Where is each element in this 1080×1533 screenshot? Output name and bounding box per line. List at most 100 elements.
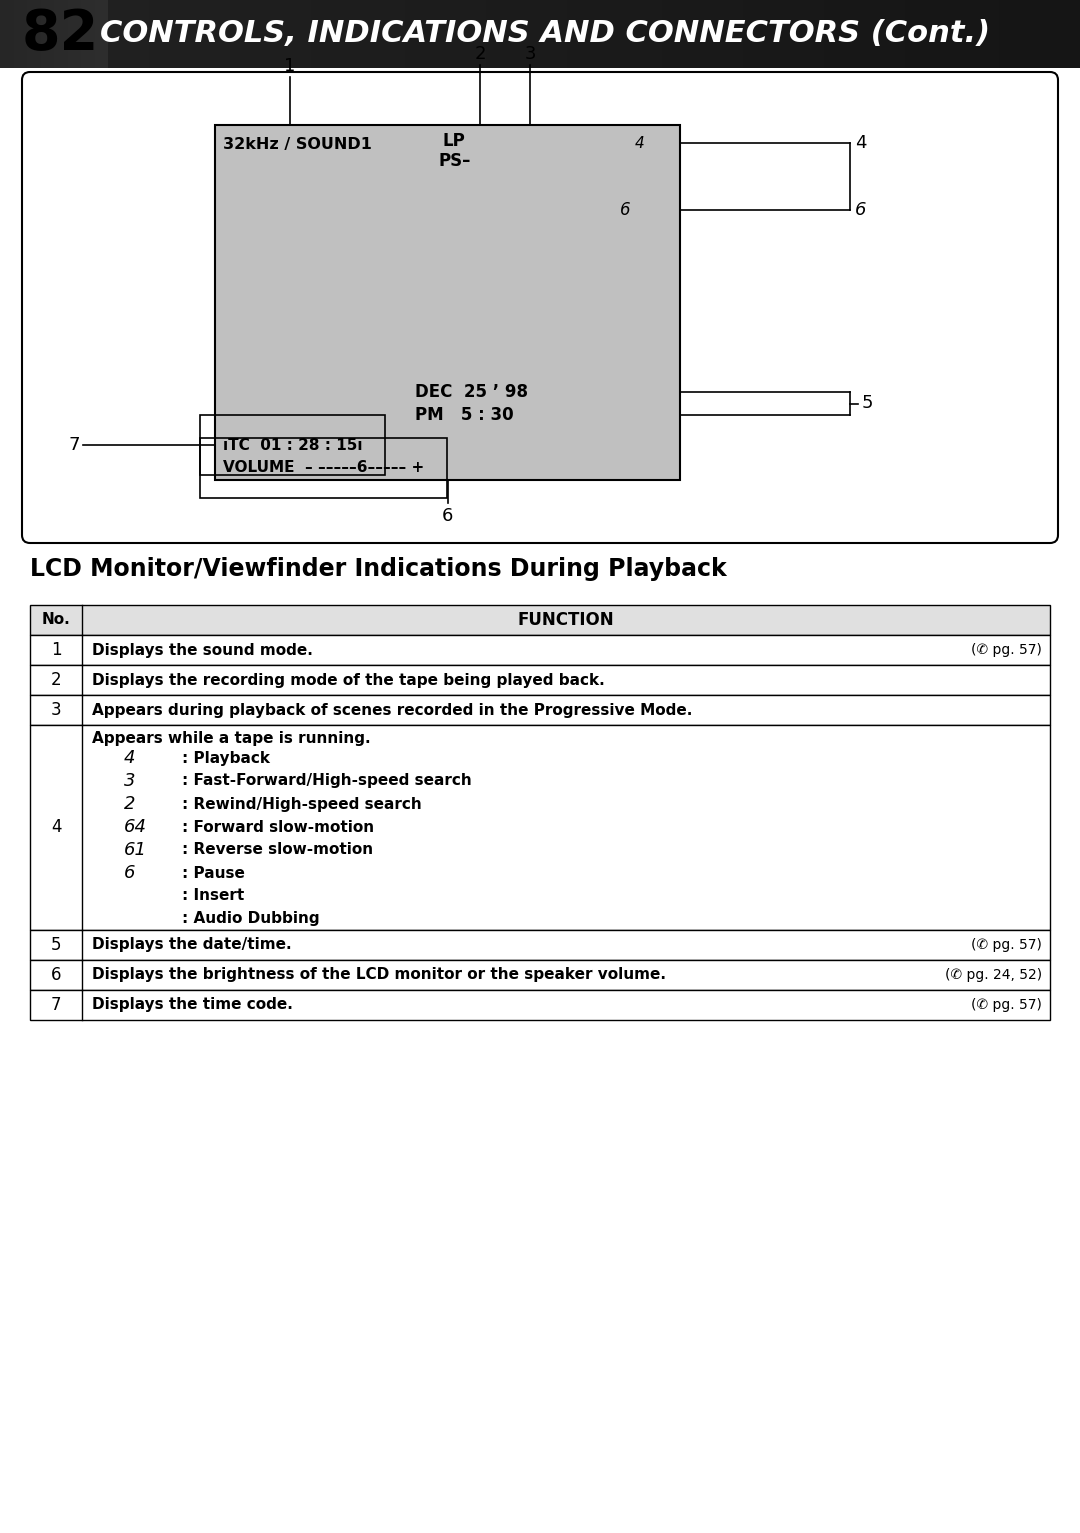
Bar	[877, 0, 891, 67]
Text: : Pause: : Pause	[183, 866, 245, 880]
Bar	[918, 0, 931, 67]
Text: 3: 3	[124, 773, 135, 789]
Bar	[175, 0, 189, 67]
Text: 82: 82	[22, 8, 99, 61]
Bar	[270, 0, 283, 67]
Bar	[30, 960, 1050, 990]
Bar	[337, 0, 351, 67]
Text: 1: 1	[284, 57, 296, 75]
Bar	[1053, 0, 1067, 67]
Bar	[30, 694, 1050, 725]
Bar	[419, 0, 432, 67]
Text: : Rewind/High-speed search: : Rewind/High-speed search	[183, 797, 422, 811]
Bar	[162, 0, 175, 67]
Bar	[837, 0, 851, 67]
Text: 4: 4	[635, 135, 645, 150]
Bar	[30, 606, 1050, 635]
Bar	[473, 0, 486, 67]
Bar	[648, 0, 661, 67]
Bar	[635, 0, 648, 67]
Text: PS–: PS–	[438, 152, 471, 170]
Text: No.: No.	[42, 613, 70, 627]
Bar	[621, 0, 635, 67]
Text: Displays the sound mode.: Displays the sound mode.	[92, 642, 313, 658]
Bar	[297, 0, 311, 67]
Bar	[215, 126, 680, 480]
Bar	[729, 0, 743, 67]
Bar	[743, 0, 756, 67]
Text: (✆ pg. 24, 52): (✆ pg. 24, 52)	[945, 967, 1042, 983]
Text: 6: 6	[51, 966, 62, 984]
Text: 4: 4	[51, 819, 62, 837]
Text: 2: 2	[474, 44, 486, 63]
Bar	[324, 0, 337, 67]
FancyBboxPatch shape	[22, 72, 1058, 543]
Text: FUNCTION: FUNCTION	[517, 612, 615, 629]
Bar	[108, 0, 121, 67]
Bar	[243, 0, 257, 67]
Bar	[257, 0, 270, 67]
Bar	[149, 0, 162, 67]
Bar	[283, 0, 297, 67]
Bar	[0, 0, 13, 67]
Bar	[378, 0, 391, 67]
Text: 2: 2	[51, 671, 62, 688]
Text: Displays the date/time.: Displays the date/time.	[92, 938, 292, 952]
Bar	[81, 0, 95, 67]
Text: PM   5 : 30: PM 5 : 30	[415, 406, 514, 425]
Bar	[432, 0, 446, 67]
Text: : Playback: : Playback	[183, 751, 270, 765]
Bar	[365, 0, 378, 67]
Bar	[189, 0, 203, 67]
Bar	[30, 635, 1050, 665]
Text: 64: 64	[124, 819, 147, 835]
Bar	[311, 0, 324, 67]
Text: 7: 7	[68, 435, 80, 454]
Text: (✆ pg. 57): (✆ pg. 57)	[971, 998, 1042, 1012]
Bar	[27, 0, 41, 67]
Text: 2: 2	[124, 796, 135, 812]
Text: 4: 4	[855, 133, 866, 152]
Bar	[756, 0, 769, 67]
Bar	[30, 725, 1050, 931]
Bar	[203, 0, 216, 67]
Bar	[95, 0, 108, 67]
Bar	[405, 0, 419, 67]
Bar	[661, 0, 675, 67]
Bar	[824, 0, 837, 67]
Bar	[67, 0, 81, 67]
Text: 61: 61	[124, 842, 147, 858]
Bar	[459, 0, 473, 67]
Text: 5: 5	[51, 937, 62, 954]
Text: (✆ pg. 57): (✆ pg. 57)	[971, 938, 1042, 952]
Bar	[135, 0, 149, 67]
Bar	[931, 0, 945, 67]
Bar	[945, 0, 959, 67]
Text: 6: 6	[855, 201, 866, 219]
Text: 6: 6	[620, 201, 631, 219]
Bar	[486, 0, 499, 67]
Bar	[540, 0, 554, 67]
Bar	[13, 0, 27, 67]
Bar	[513, 0, 527, 67]
Bar	[1067, 0, 1080, 67]
Bar	[351, 0, 365, 67]
Text: : Insert: : Insert	[183, 889, 244, 903]
Bar	[769, 0, 783, 67]
Text: 3: 3	[51, 701, 62, 719]
Bar	[527, 0, 540, 67]
Bar	[607, 0, 621, 67]
Bar	[972, 0, 986, 67]
Bar	[810, 0, 824, 67]
Bar	[594, 0, 607, 67]
Text: 3: 3	[524, 44, 536, 63]
Text: Displays the time code.: Displays the time code.	[92, 998, 293, 1012]
Bar	[702, 0, 715, 67]
Text: LP: LP	[443, 132, 465, 150]
Bar	[864, 0, 877, 67]
Bar	[391, 0, 405, 67]
Bar	[54, 0, 67, 67]
Bar	[216, 0, 229, 67]
Bar	[959, 0, 972, 67]
Text: 6: 6	[124, 865, 135, 881]
